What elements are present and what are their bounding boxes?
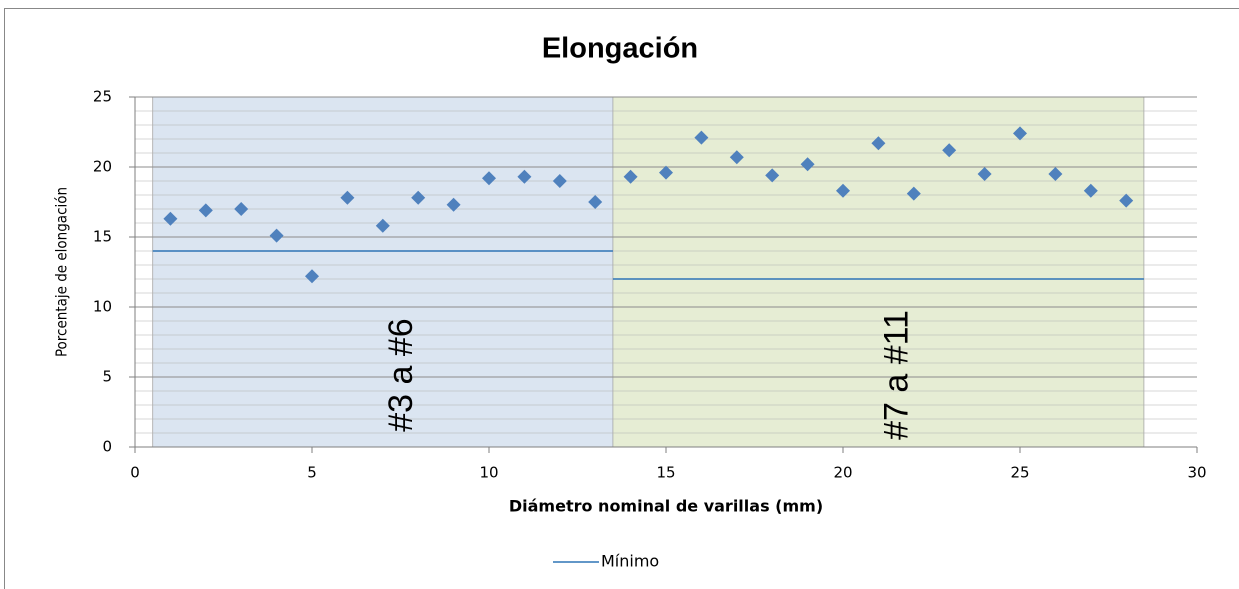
y-tick-label: 20 bbox=[93, 158, 112, 176]
region bbox=[612, 96, 1145, 448]
x-tick-label: 30 bbox=[1187, 464, 1206, 482]
point bbox=[871, 136, 886, 151]
point bbox=[269, 228, 284, 243]
region-label: #3 a #6 bbox=[382, 318, 420, 431]
point bbox=[163, 211, 178, 226]
y-tick-label: 10 bbox=[93, 298, 112, 316]
point bbox=[198, 203, 213, 218]
point bbox=[446, 197, 461, 212]
x-tick-label: 0 bbox=[130, 464, 140, 482]
region bbox=[152, 96, 614, 448]
x-tick-label: 5 bbox=[307, 464, 317, 482]
series-line bbox=[152, 250, 1144, 280]
x-tick-label: 20 bbox=[833, 464, 852, 482]
point bbox=[411, 190, 426, 205]
point bbox=[623, 169, 638, 184]
point bbox=[659, 165, 673, 180]
point bbox=[1013, 126, 1027, 141]
point bbox=[729, 150, 744, 165]
point bbox=[375, 218, 390, 233]
point bbox=[1048, 167, 1063, 181]
point bbox=[1083, 183, 1098, 198]
point bbox=[942, 143, 957, 158]
point bbox=[482, 171, 496, 186]
point bbox=[977, 167, 992, 181]
point bbox=[694, 130, 709, 145]
y-tick-label: 25 bbox=[93, 88, 112, 106]
region-label: #7 a #11 bbox=[877, 310, 915, 440]
point bbox=[588, 195, 603, 209]
point bbox=[1119, 193, 1134, 208]
chart-title: Elongación bbox=[542, 33, 698, 65]
point bbox=[800, 157, 815, 172]
point bbox=[340, 190, 355, 205]
y-tick-label: 15 bbox=[93, 228, 112, 246]
point bbox=[234, 202, 249, 216]
point bbox=[836, 183, 850, 198]
y-axis-label: Porcentaje de elongación bbox=[53, 187, 71, 357]
x-axis-label: Diámetro nominal de varillas (mm) bbox=[509, 497, 823, 516]
point bbox=[305, 269, 319, 284]
point bbox=[906, 186, 921, 201]
point bbox=[765, 168, 780, 183]
y-tick-label: 0 bbox=[102, 438, 112, 456]
x-tick-label: 25 bbox=[1010, 464, 1029, 482]
point bbox=[517, 169, 532, 184]
y-tick-label: 5 bbox=[102, 368, 112, 386]
legend-label: Mínimo bbox=[601, 552, 659, 571]
x-tick-label: 10 bbox=[479, 464, 498, 482]
point bbox=[552, 174, 567, 188]
x-tick-label: 15 bbox=[656, 464, 675, 482]
